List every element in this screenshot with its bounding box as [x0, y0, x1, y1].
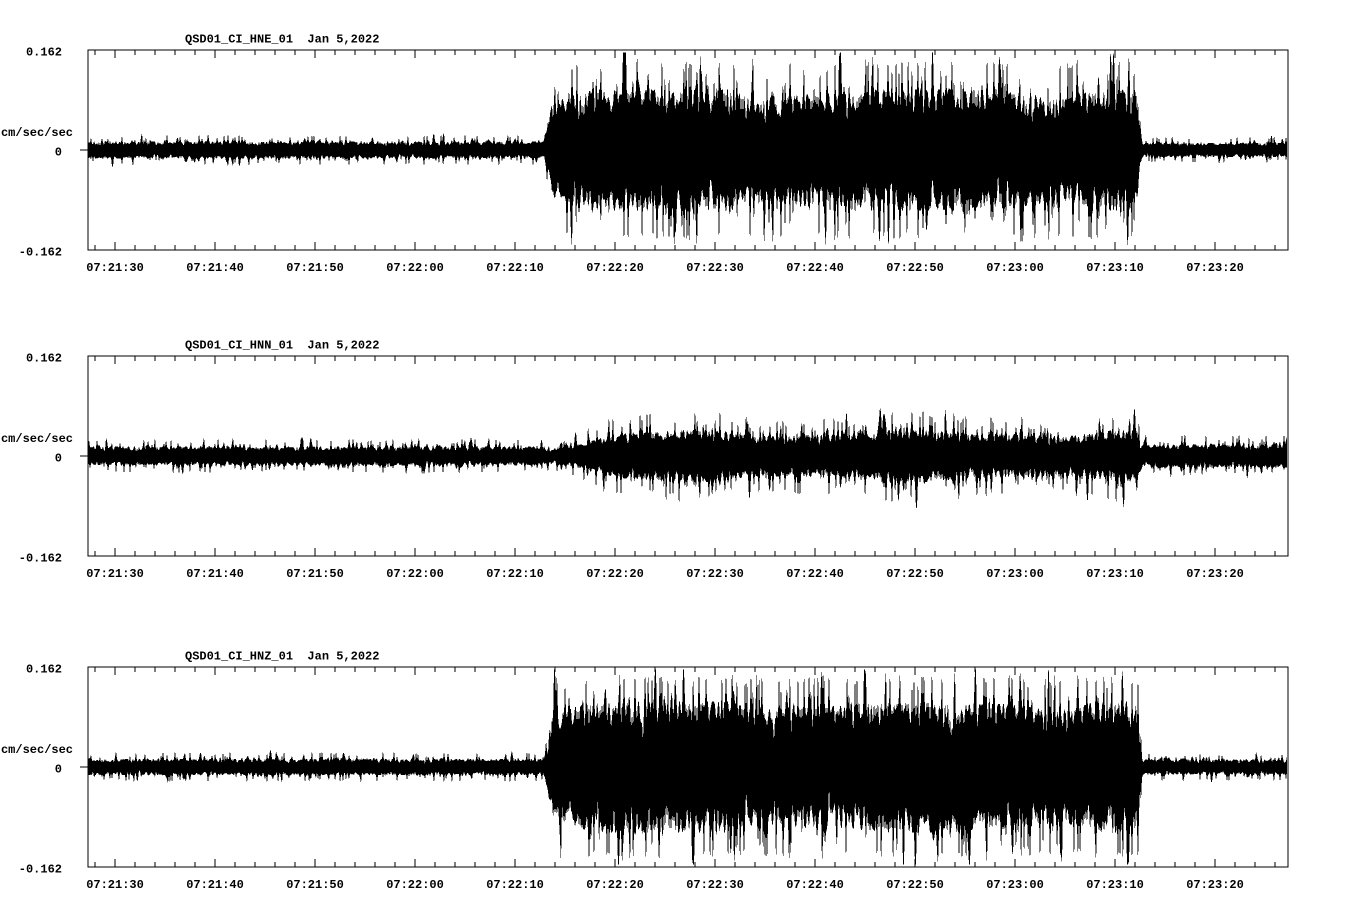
svg-text:-0.162: -0.162 — [19, 551, 62, 565]
svg-text:0.162: 0.162 — [26, 351, 62, 365]
svg-text:07:23:20: 07:23:20 — [1186, 567, 1244, 581]
svg-text:07:23:00: 07:23:00 — [986, 261, 1044, 275]
svg-text:07:22:30: 07:22:30 — [686, 261, 744, 275]
svg-text:0: 0 — [55, 451, 62, 465]
svg-text:07:23:00: 07:23:00 — [986, 567, 1044, 581]
svg-text:cm/sec/sec: cm/sec/sec — [1, 743, 73, 757]
svg-text:07:23:20: 07:23:20 — [1186, 261, 1244, 275]
svg-text:07:22:30: 07:22:30 — [686, 878, 744, 892]
svg-text:0.162: 0.162 — [26, 662, 62, 676]
svg-text:07:22:40: 07:22:40 — [786, 567, 844, 581]
svg-text:07:21:50: 07:21:50 — [286, 261, 344, 275]
svg-text:07:23:10: 07:23:10 — [1086, 567, 1144, 581]
svg-text:07:21:50: 07:21:50 — [286, 878, 344, 892]
svg-text:QSD01_CI_HNN_01 Jan 5,2022: QSD01_CI_HNN_01 Jan 5,2022 — [185, 339, 379, 353]
svg-text:cm/sec/sec: cm/sec/sec — [1, 432, 73, 446]
svg-text:07:23:10: 07:23:10 — [1086, 878, 1144, 892]
svg-text:cm/sec/sec: cm/sec/sec — [1, 126, 73, 140]
svg-text:07:22:40: 07:22:40 — [786, 878, 844, 892]
svg-text:07:22:00: 07:22:00 — [386, 261, 444, 275]
svg-text:07:22:30: 07:22:30 — [686, 567, 744, 581]
svg-text:07:23:10: 07:23:10 — [1086, 261, 1144, 275]
svg-text:07:22:20: 07:22:20 — [586, 878, 644, 892]
svg-text:07:21:30: 07:21:30 — [86, 878, 144, 892]
svg-text:0.162: 0.162 — [26, 45, 62, 59]
svg-text:07:22:20: 07:22:20 — [586, 567, 644, 581]
svg-text:07:22:50: 07:22:50 — [886, 567, 944, 581]
svg-text:QSD01_CI_HNZ_01 Jan 5,2022: QSD01_CI_HNZ_01 Jan 5,2022 — [185, 650, 379, 664]
svg-text:07:22:50: 07:22:50 — [886, 878, 944, 892]
svg-text:0: 0 — [55, 762, 62, 776]
svg-text:07:21:40: 07:21:40 — [186, 878, 244, 892]
svg-text:07:21:30: 07:21:30 — [86, 261, 144, 275]
svg-text:-0.162: -0.162 — [19, 862, 62, 876]
svg-text:07:22:10: 07:22:10 — [486, 261, 544, 275]
svg-text:-0.162: -0.162 — [19, 245, 62, 259]
svg-text:07:21:30: 07:21:30 — [86, 567, 144, 581]
svg-text:07:22:50: 07:22:50 — [886, 261, 944, 275]
svg-text:0: 0 — [55, 145, 62, 159]
svg-text:07:22:00: 07:22:00 — [386, 567, 444, 581]
svg-text:07:22:10: 07:22:10 — [486, 878, 544, 892]
svg-text:07:21:50: 07:21:50 — [286, 567, 344, 581]
svg-text:07:22:10: 07:22:10 — [486, 567, 544, 581]
svg-text:07:22:40: 07:22:40 — [786, 261, 844, 275]
svg-text:07:22:00: 07:22:00 — [386, 878, 444, 892]
svg-text:QSD01_CI_HNE_01 Jan 5,2022: QSD01_CI_HNE_01 Jan 5,2022 — [185, 33, 379, 47]
svg-text:07:22:20: 07:22:20 — [586, 261, 644, 275]
svg-text:07:21:40: 07:21:40 — [186, 567, 244, 581]
svg-text:07:23:00: 07:23:00 — [986, 878, 1044, 892]
svg-text:07:21:40: 07:21:40 — [186, 261, 244, 275]
svg-text:07:23:20: 07:23:20 — [1186, 878, 1244, 892]
